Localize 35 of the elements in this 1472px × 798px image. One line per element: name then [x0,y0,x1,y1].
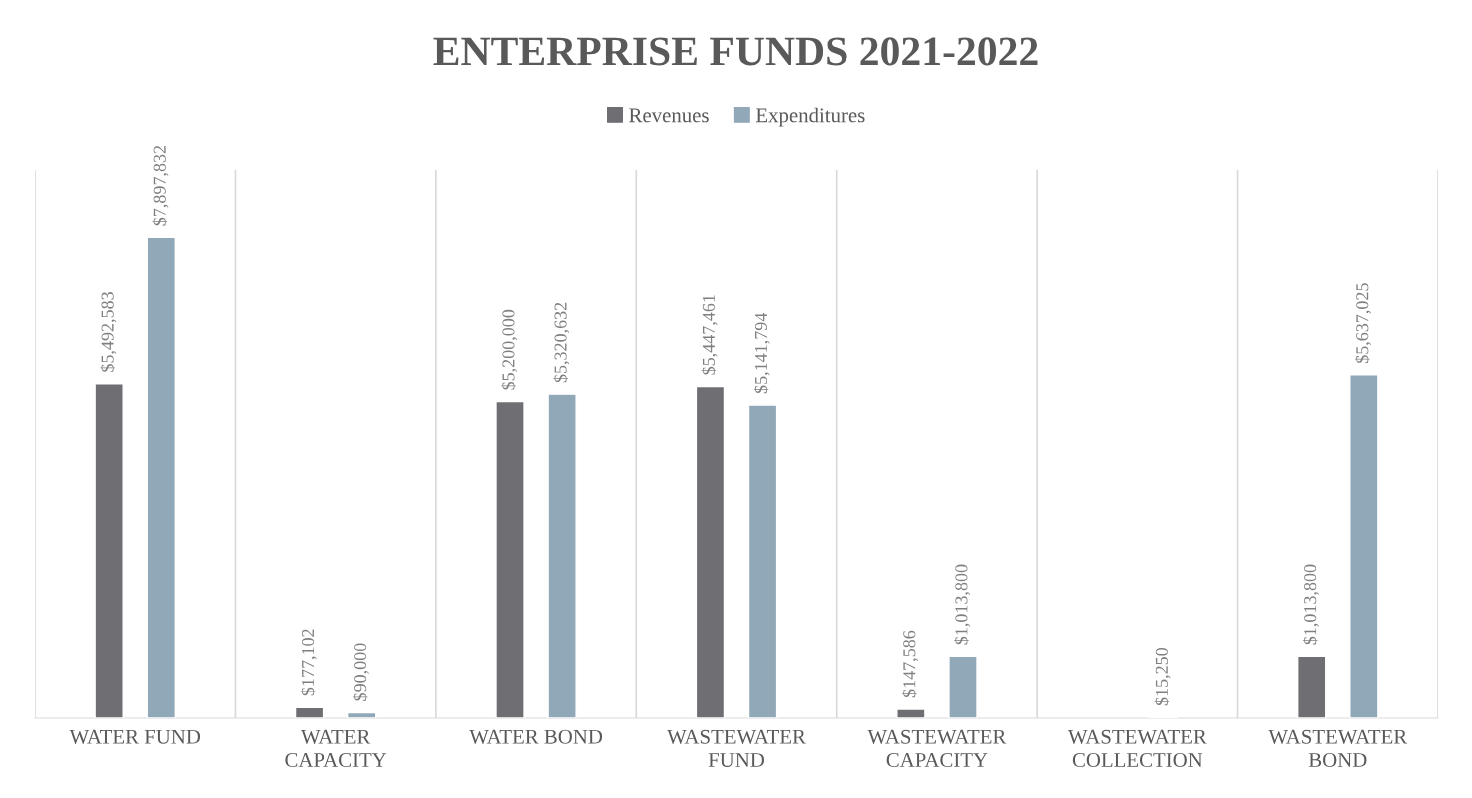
bar [547,393,577,718]
bar [1349,374,1379,718]
data-label: $147,586 [902,630,918,698]
data-label: $177,102 [300,629,317,696]
bar [747,404,778,718]
data-label: $5,492,583 [100,292,117,372]
data-label: $5,200,000 [501,309,518,390]
data-label: $1,013,800 [954,564,971,645]
bar [695,385,726,718]
data-label: $15,250 [1154,647,1171,706]
x-tick-label: WATER FUND [69,729,201,744]
bar [346,711,377,718]
bar [896,708,926,718]
data-label: $5,141,794 [753,312,770,394]
x-tick-label: WASTEWATER FUND [667,729,806,767]
bar [1297,655,1327,718]
data-label: $5,320,632 [553,302,570,383]
x-tick-label: WASTEWATER COLLECTION [1067,729,1207,767]
x-tick-label: WATER CAPACITY [285,729,387,767]
data-label: $5,637,025 [1355,283,1371,364]
chart-title: ENTERPRISE FUNDS 2021-2022 [433,37,1038,66]
bar [146,236,176,718]
data-label: $90,000 [352,643,369,701]
x-tick-label: WATER BOND [469,729,603,744]
bar [94,382,124,718]
x-tick-label: WASTEWATER BOND [1268,729,1408,767]
x-tick-label: WASTEWATER CAPACITY [867,729,1007,767]
bar [294,706,325,718]
data-label: $5,447,461 [701,295,718,375]
bar [495,400,525,718]
data-label: $7,897,832 [152,145,169,226]
bar [948,655,978,718]
legend-label: Revenues [629,108,709,123]
data-label: $1,013,800 [1303,564,1319,645]
legend-label: Expenditures [755,107,865,127]
